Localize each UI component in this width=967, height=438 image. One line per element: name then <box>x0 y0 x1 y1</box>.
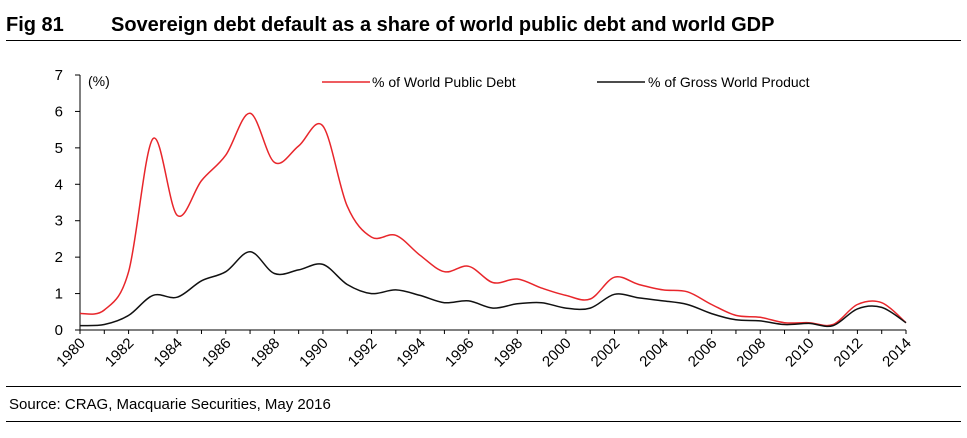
y-tick-label: 0 <box>55 322 63 339</box>
y-tick-label: 6 <box>55 103 63 120</box>
series-line-world-public-debt <box>79 112 907 327</box>
x-tick-label: 2008 <box>733 335 769 371</box>
x-tick-label: 1988 <box>248 335 284 371</box>
x-tick-label: 1980 <box>53 335 89 371</box>
y-tick-label: 5 <box>55 140 63 157</box>
x-tick-label: 1992 <box>345 335 381 371</box>
source-bottom-rule <box>6 421 961 422</box>
y-axis-unit-label: (%) <box>88 73 110 89</box>
figure-number: Fig 81 <box>6 14 64 36</box>
x-tick-label: 1996 <box>442 335 478 371</box>
source-top-rule <box>6 386 961 387</box>
y-tick-label: 7 <box>55 67 63 84</box>
figure-header: Fig 81 Sovereign debt default as a share… <box>6 14 961 41</box>
x-tick-label: 2014 <box>879 335 915 371</box>
figure-title: Sovereign debt default as a share of wor… <box>111 14 775 36</box>
x-tick-label: 1984 <box>150 335 186 371</box>
y-tick-label: 4 <box>55 176 63 193</box>
legend-label-world-public-debt: % of World Public Debt <box>372 74 516 90</box>
y-tick-label: 2 <box>55 249 63 266</box>
legend-label-gross-world-product: % of Gross World Product <box>648 74 810 90</box>
x-tick-label: 1990 <box>296 335 332 371</box>
x-tick-label: 1994 <box>393 335 429 371</box>
x-tick-label: 1998 <box>491 335 527 371</box>
x-tick-label: 1982 <box>102 335 138 371</box>
series-line-gross-world-product <box>79 250 907 328</box>
x-tick-label: 2000 <box>539 335 575 371</box>
y-tick-label: 1 <box>55 286 63 303</box>
x-tick-label: 2006 <box>685 335 721 371</box>
x-tick-label: 2012 <box>831 335 867 371</box>
source-note: Source: CRAG, Macquarie Securities, May … <box>9 396 331 413</box>
x-tick-label: 2004 <box>636 335 672 371</box>
x-tick-label: 2002 <box>588 335 624 371</box>
y-tick-label: 3 <box>55 213 63 230</box>
x-tick-label: 1986 <box>199 335 235 371</box>
x-tick-label: 2010 <box>782 335 818 371</box>
